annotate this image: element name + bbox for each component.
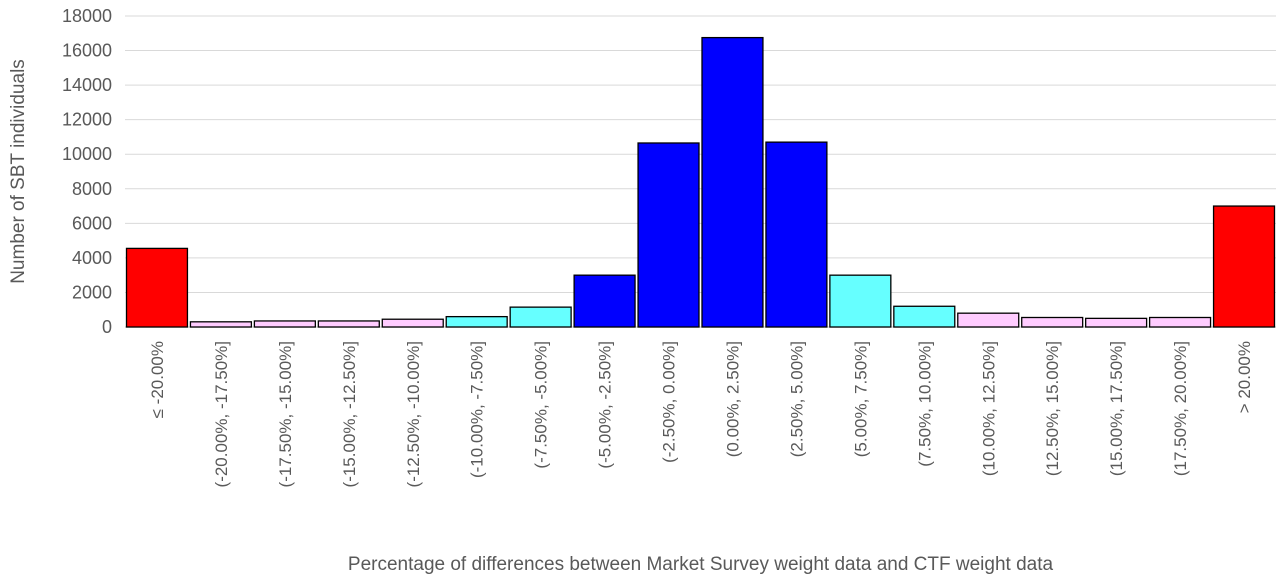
bar [1085, 317, 1148, 328]
bar [1212, 205, 1276, 328]
bar [573, 274, 636, 328]
x-category-label: (5.00%, 7.50%] [851, 341, 870, 457]
x-category-label: (7.50%, 10.00%] [915, 341, 934, 467]
bar [893, 305, 956, 328]
gridlines [125, 15, 1276, 328]
y-tick-label: 12000 [62, 110, 112, 130]
bar [765, 141, 828, 328]
bar [125, 247, 189, 328]
x-category-label: ≤ -20.00% [148, 341, 167, 418]
bar [445, 315, 508, 328]
x-category-label: > 20.00% [1235, 341, 1254, 413]
x-category-label: (-5.00%, -2.50%] [596, 341, 615, 469]
x-category-label: (10.00%, 12.50%] [979, 341, 998, 476]
x-axis-categories: ≤ -20.00% (-20.00%, -17.50%] (-17.50%, -15… [148, 341, 1254, 487]
x-category-label: (-2.50%, 0.00%] [660, 341, 679, 463]
x-category-label: (-15.00%, -12.50%] [340, 341, 359, 487]
y-tick-label: 8000 [72, 179, 112, 199]
y-tick-label: 2000 [72, 282, 112, 302]
y-axis-ticks: 0 2000 4000 6000 8000 10000 12000 14000 16000 180… [62, 6, 112, 337]
bar [957, 312, 1020, 328]
bar [1148, 316, 1212, 328]
y-tick-label: 6000 [72, 213, 112, 233]
bar [701, 36, 764, 328]
y-tick-label: 14000 [62, 75, 112, 95]
x-category-label: (2.50%, 5.00%] [787, 341, 806, 457]
x-axis-title: Percentage of differences between Market… [348, 554, 1054, 575]
y-tick-label: 18000 [62, 6, 112, 26]
y-tick-label: 4000 [72, 248, 112, 268]
x-category-label: (-17.50%, -15.00%] [276, 341, 295, 487]
bar [189, 321, 253, 328]
bar [381, 318, 444, 328]
x-category-label: (17.50%, 20.00%] [1171, 341, 1190, 476]
y-axis-title: Number of SBT individuals [8, 59, 29, 284]
bar [637, 142, 700, 328]
y-tick-label: 10000 [62, 144, 112, 164]
bar [317, 320, 380, 328]
y-tick-label: 16000 [62, 41, 112, 61]
y-tick-label: 0 [102, 317, 112, 337]
x-category-label: (-12.50%, -10.00%] [404, 341, 423, 487]
x-category-label: (-10.00%, -7.50%] [468, 341, 487, 478]
bar [253, 320, 316, 328]
x-category-label: (0.00%, 2.50%] [723, 341, 742, 457]
bar [1021, 316, 1084, 328]
x-category-label: (12.50%, 15.00%] [1043, 341, 1062, 476]
x-category-label: (15.00%, 17.50%] [1107, 341, 1126, 476]
x-category-label: (-7.50%, -5.00%] [532, 341, 551, 469]
x-category-label: (-20.00%, -17.50%] [212, 341, 231, 487]
bar [509, 306, 572, 328]
bar [829, 274, 892, 328]
bars [125, 36, 1276, 328]
